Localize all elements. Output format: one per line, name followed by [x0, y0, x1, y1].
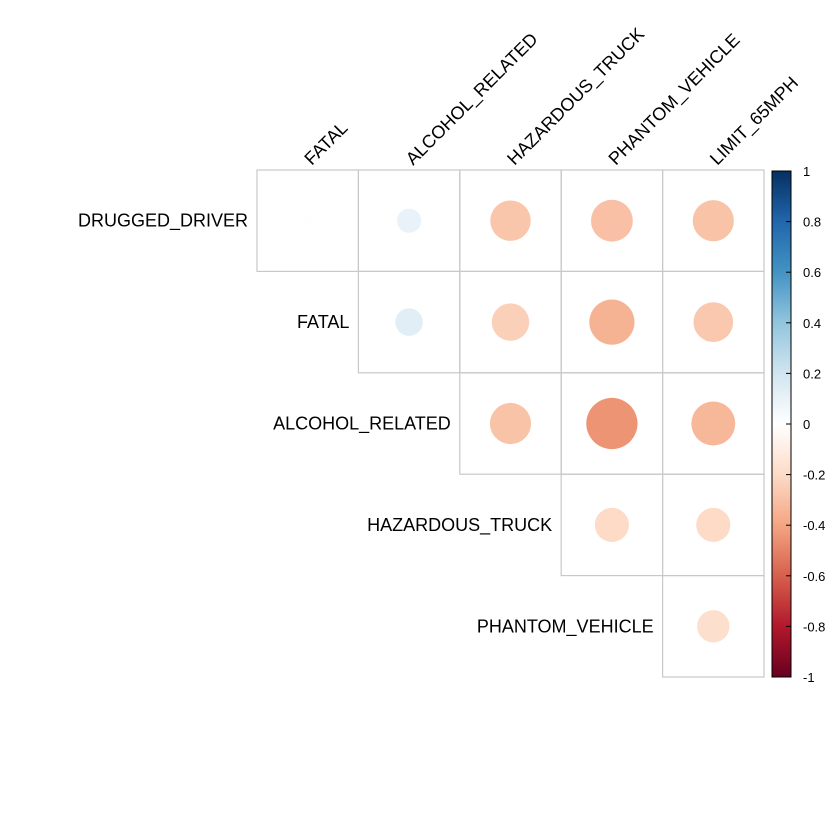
- colorbar-tick-label: -0.2: [803, 468, 825, 483]
- corr-circle-fatal-limit_65mph: [693, 302, 734, 342]
- corr-circle-fatal-hazardous_truck: [491, 303, 530, 341]
- colorbar-tick-label: 0: [803, 417, 810, 432]
- grid-layer: [256, 169, 765, 678]
- column-label: LIMIT_65MPH: [706, 73, 803, 170]
- grid-cell: [661, 574, 765, 678]
- corr-circle-drugged_driver-alcohol_related: [397, 208, 422, 233]
- row-label: PHANTOM_VEHICLE: [477, 616, 654, 637]
- corr-circle-fatal-alcohol_related: [395, 308, 423, 336]
- colorbar-tick-label: 1: [803, 164, 810, 179]
- column-labels: FATAL ALCOHOL_RELATEDHAZARDOUS_TRUCKPHANT…: [300, 24, 803, 170]
- corr-circle-phantom_vehicle-limit_65mph: [697, 610, 730, 643]
- colorbar-tick-label: 0.2: [803, 366, 821, 381]
- row-label: ALCOHOL_RELATED: [273, 414, 451, 435]
- column-label: FATAL: [300, 118, 351, 169]
- colorbar-tick-label: -0.6: [803, 569, 825, 584]
- colorbar-tick-label: 0.8: [803, 215, 821, 230]
- circle-layer: [303, 199, 736, 643]
- corr-circle-drugged_driver-hazardous_truck: [490, 200, 531, 241]
- row-labels: DRUGGED_DRIVER FATAL ALCOHOL_RELATED HAZARD…: [78, 211, 654, 638]
- corr-circle-drugged_driver-phantom_vehicle: [590, 199, 633, 242]
- colorbar-tick-label: -0.8: [803, 619, 825, 634]
- corr-circle-drugged_driver-fatal: [303, 216, 312, 225]
- row-label: DRUGGED_DRIVER: [78, 211, 248, 232]
- corr-circle-alcohol_related-limit_65mph: [691, 401, 736, 446]
- corr-circle-alcohol_related-phantom_vehicle: [586, 397, 638, 450]
- corr-circle-hazardous_truck-limit_65mph: [696, 507, 731, 542]
- colorbar-tick-label: -1: [803, 670, 815, 685]
- corr-circle-alcohol_related-hazardous_truck: [489, 402, 532, 445]
- colorbar-tick-label: 0.6: [803, 265, 821, 280]
- corr-circle-hazardous_truck-phantom_vehicle: [594, 507, 629, 542]
- colorbar-tick-label: 0.4: [803, 316, 821, 331]
- colorbar-tick-label: -0.4: [803, 518, 825, 533]
- row-label: FATAL: [297, 312, 349, 332]
- row-label: HAZARDOUS_TRUCK: [367, 515, 552, 536]
- colorbar: 1 0.8 0.6 0.4 0.2 0 -0.2 -0.4 -0.6 -0.8 -1: [771, 164, 825, 685]
- corr-circle-drugged_driver-limit_65mph: [692, 200, 734, 242]
- corr-circle-fatal-phantom_vehicle: [589, 299, 635, 345]
